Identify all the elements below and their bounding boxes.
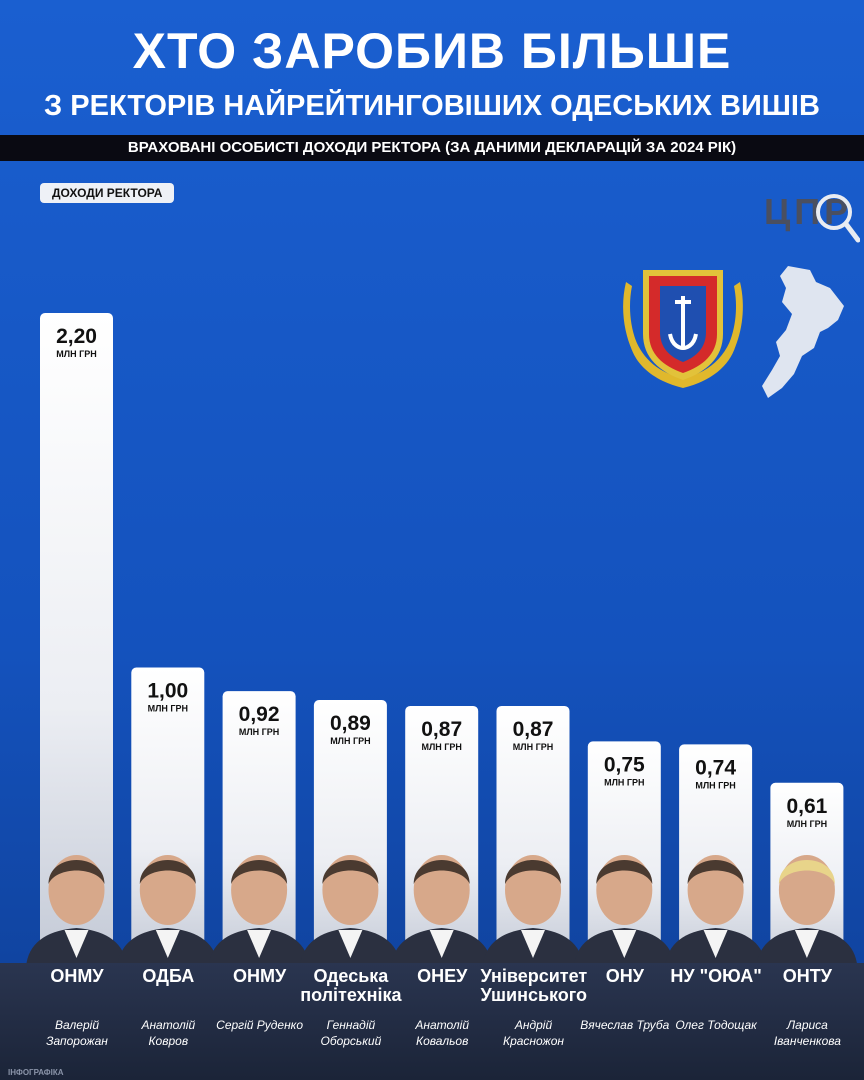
rector-name: Андрій Красножон [503, 1018, 564, 1048]
university-label: НУ "ОЮА" [670, 966, 762, 986]
unit-label: МЛН ГРН [421, 742, 461, 752]
value-label: 0,75 [604, 753, 645, 776]
university-label: ОНУ [605, 966, 644, 986]
unit-label: МЛН ГРН [513, 742, 553, 752]
rector-portrait [300, 855, 401, 963]
university-label: ОДБА [142, 966, 195, 986]
rector-name: Анатолій Ковров [141, 1018, 196, 1048]
unit-label: МЛН ГРН [787, 819, 827, 829]
university-label: ОНТУ [782, 966, 832, 986]
unit-label: МЛН ГРН [604, 777, 644, 787]
footer-band [0, 963, 864, 1080]
university-label: ОНМУ [232, 966, 287, 986]
rector-portrait [665, 855, 766, 963]
value-label: 0,87 [513, 718, 554, 741]
rector-portrait [26, 855, 127, 963]
rector-portrait [756, 855, 857, 963]
rector-name: Анатолій Ковальов [415, 1018, 470, 1048]
cpr-logo: ЦПР [764, 191, 860, 243]
value-label: 1,00 [147, 680, 188, 703]
rector-portrait [574, 855, 675, 963]
legend-label: ДОХОДИ РЕКТОРА [40, 183, 175, 203]
rector-portrait [483, 855, 583, 963]
note-band: ВРАХОВАНІ ОСОБИСТІ ДОХОДИ РЕКТОРА (ЗА ДА… [0, 135, 864, 161]
value-label: 0,89 [330, 712, 371, 735]
value-label: 0,74 [695, 756, 736, 779]
page-subtitle: З РЕКТОРІВ НАЙРЕЙТИНГОВІШИХ ОДЕСЬКИХ ВИШ… [44, 90, 820, 122]
unit-label: МЛН ГРН [148, 704, 188, 714]
university-label: Одеська політехніка [300, 966, 402, 1005]
bar-1 [40, 313, 113, 969]
unit-label: МЛН ГРН [56, 349, 96, 359]
university-label: Університет Ушинського [480, 966, 588, 1005]
value-label: 0,61 [786, 795, 827, 818]
page-title: ХТО ЗАРОБИВ БІЛЬШЕ [132, 23, 732, 79]
university-label: ОНЕУ [417, 966, 468, 986]
unit-label: МЛН ГРН [695, 780, 735, 790]
rector-portrait [117, 855, 218, 963]
footnote: ІНФОГРАФІКА [8, 1068, 64, 1077]
rector-name: Сергій Руденко [216, 1018, 304, 1032]
value-label: 0,92 [239, 703, 280, 726]
rector-name: Олег Тодощак [675, 1018, 757, 1032]
value-label: 2,20 [56, 325, 97, 348]
rector-name: Геннадій Оборський [320, 1018, 382, 1048]
rector-name: Валерій Запорожан [46, 1018, 108, 1048]
university-label: ОНМУ [50, 966, 104, 986]
value-label: 0,87 [421, 718, 462, 741]
region-map-icon [762, 266, 844, 398]
unit-label: МЛН ГРН [239, 727, 279, 737]
coat-of-arms-icon [623, 270, 743, 388]
rector-name: Лариса Іванченкова [773, 1018, 841, 1048]
rector-portrait [209, 855, 310, 963]
unit-label: МЛН ГРН [330, 736, 370, 746]
rector-name: Вячеслав Труба [580, 1018, 670, 1032]
rector-portrait [391, 855, 492, 963]
